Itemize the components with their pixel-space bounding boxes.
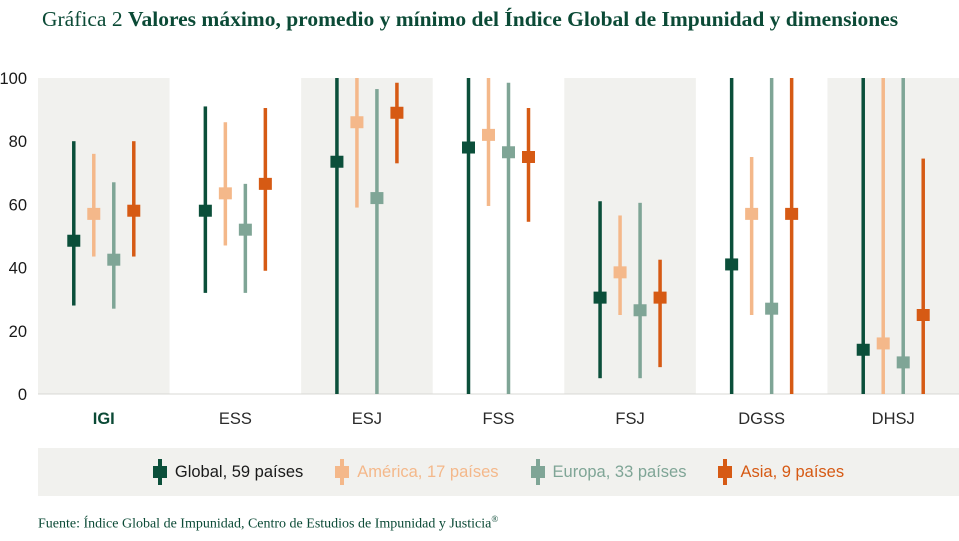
source-text: Fuente: Índice Global de Impunidad, Cent… <box>38 516 492 532</box>
range-bar <box>112 182 116 309</box>
legend-label: América, 17 países <box>357 462 499 481</box>
range-bar <box>729 78 734 394</box>
mean-marker <box>482 128 495 141</box>
x-tick-label: FSS <box>482 410 514 428</box>
range-bar <box>658 259 662 368</box>
range-bar <box>486 78 491 206</box>
mean-marker <box>745 207 759 220</box>
mean-marker <box>107 253 121 266</box>
range-bar <box>506 82 511 395</box>
legend-label: Europa, 33 países <box>552 462 687 481</box>
y-tick-label: 100 <box>0 70 27 88</box>
range-bar <box>203 106 208 293</box>
mean-marker <box>67 234 81 247</box>
range-bar <box>638 202 642 379</box>
mean-marker <box>218 187 232 200</box>
range-bar <box>749 157 754 315</box>
legend-item: Asia, 9 países <box>718 459 844 485</box>
range-bar <box>618 215 622 315</box>
band-esj <box>301 78 433 394</box>
mean-marker <box>856 343 870 356</box>
chart-title: Gráfica 2 Valores máximo, promedio y mín… <box>42 6 922 33</box>
x-tick-label: DGSS <box>738 410 785 428</box>
mean-marker <box>127 204 141 217</box>
legend-swatch <box>530 459 545 485</box>
range-bar <box>335 78 339 394</box>
mean-marker <box>613 266 627 279</box>
legend-item: Global, 59 países <box>152 459 304 485</box>
registered-mark: ® <box>491 514 499 524</box>
y-tick-label: 80 <box>9 133 27 151</box>
range-bar <box>375 89 379 394</box>
mean-marker <box>238 223 252 236</box>
mean-marker <box>593 291 607 304</box>
range-bar <box>72 141 76 306</box>
mean-marker <box>462 141 475 154</box>
legend-item: Europa, 33 países <box>530 459 687 485</box>
x-tick-label: ESJ <box>352 410 382 428</box>
mean-marker <box>633 304 647 317</box>
mean-marker <box>876 337 890 350</box>
mean-marker <box>330 155 344 168</box>
chart-title-text: Valores máximo, promedio y mínimo del Ín… <box>127 7 899 31</box>
range-bar <box>223 122 228 246</box>
mean-marker <box>258 177 272 190</box>
legend: Global, 59 países América, 17 países Europ… <box>38 448 959 496</box>
mean-marker <box>896 356 910 369</box>
legend-label: Global, 59 países <box>174 462 304 481</box>
x-tick-label: FSJ <box>615 410 644 428</box>
range-bar <box>92 153 96 257</box>
y-tick-label: 20 <box>9 323 27 341</box>
range-bar <box>598 201 602 379</box>
legend-swatch <box>152 459 167 485</box>
y-tick-label: 0 <box>18 386 27 404</box>
legend-label: Asia, 9 países <box>740 462 845 481</box>
chart-number: Gráfica 2 <box>42 7 123 31</box>
legend-swatch <box>335 459 350 485</box>
band-fsj <box>564 78 696 394</box>
range-bar <box>769 78 774 394</box>
mean-marker <box>785 207 799 220</box>
y-tick-label: 40 <box>9 260 27 278</box>
range-bar <box>243 183 248 293</box>
range-bar <box>526 108 531 222</box>
range-bar <box>901 78 905 394</box>
x-tick-label: IGI <box>93 410 115 428</box>
range-bar <box>355 78 359 208</box>
mean-marker <box>765 302 779 315</box>
mean-marker <box>725 258 739 271</box>
range-bar <box>881 78 885 394</box>
x-tick-label: ESS <box>219 410 252 428</box>
range-bar <box>132 141 136 257</box>
range-bar <box>861 78 865 394</box>
mean-marker <box>653 291 667 304</box>
range-bar <box>921 158 925 394</box>
source-note: Fuente: Índice Global de Impunidad, Cent… <box>38 514 498 533</box>
mean-marker <box>502 146 515 159</box>
x-tick-label: DHSJ <box>872 410 915 428</box>
legend-swatch <box>718 459 733 485</box>
mean-marker <box>198 204 212 217</box>
error-bar-chart: 0 20 40 60 80 100 IGI ESS ESJ FSS FSJ DGSS DHSJ <box>0 70 959 428</box>
mean-marker <box>390 106 404 119</box>
mean-marker <box>916 309 930 321</box>
mean-marker <box>87 207 101 220</box>
mean-marker <box>522 151 535 163</box>
range-bar <box>466 78 471 394</box>
mean-marker <box>350 116 364 129</box>
band-igi <box>38 78 170 394</box>
range-bar <box>789 78 794 394</box>
range-bar <box>395 82 399 164</box>
band-dhsj <box>827 78 959 394</box>
legend-item: América, 17 países <box>335 459 499 485</box>
mean-marker <box>370 192 384 205</box>
y-tick-label: 60 <box>9 196 27 214</box>
